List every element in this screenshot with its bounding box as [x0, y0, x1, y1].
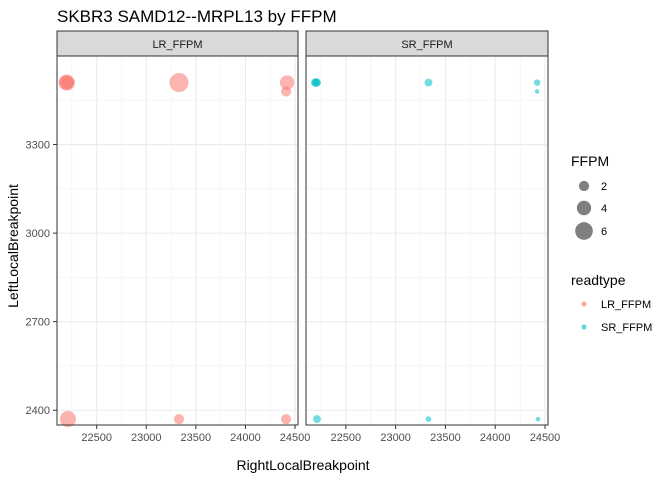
data-point	[313, 78, 321, 87]
facet-strip-label: SR_FFPM	[401, 39, 452, 51]
y-tick-label: 2700	[26, 317, 50, 329]
data-point	[534, 89, 540, 94]
y-tick-label: 3300	[26, 140, 50, 152]
data-point	[281, 414, 292, 425]
legend-size-title: FFPM	[571, 153, 609, 169]
y-tick-label: 3000	[26, 228, 50, 240]
facet-panel-lr-ffpm: LR_FFPM	[56, 30, 299, 428]
data-point	[59, 411, 76, 428]
data-point	[425, 416, 432, 422]
plot-background	[57, 56, 298, 425]
legend-size-key	[578, 180, 590, 192]
data-point	[535, 416, 541, 422]
panel-border	[56, 55, 299, 426]
x-axis-label: RightLocalBreakpoint	[236, 457, 369, 473]
legend-readtype-label: LR_FFPM	[601, 299, 651, 311]
facet-panel-sr-ffpm: SR_FFPM	[305, 30, 549, 426]
x-tick-label: 23500	[181, 432, 212, 444]
data-point	[424, 78, 433, 87]
facet-strip-label: LR_FFPM	[152, 39, 202, 51]
data-point	[169, 73, 189, 93]
legend-size-key	[575, 222, 593, 240]
legend-readtype-key	[581, 324, 587, 330]
x-tick-label: 24000	[480, 432, 511, 444]
x-tick-label: 23000	[380, 432, 411, 444]
x-axes: 22500 23000 23500 24000 24500 22500 23000 23500…	[81, 425, 560, 444]
facet-strip	[305, 30, 549, 57]
plot-background	[306, 56, 548, 425]
y-tick-label: 2400	[26, 405, 50, 417]
panel-border	[305, 55, 549, 426]
legend-size-label: 2	[601, 181, 607, 193]
chart-title: SKBR3 SAMD12--MRPL13 by FFPM	[57, 7, 337, 26]
data-point	[313, 415, 321, 424]
legend-size: FFPM 2 4 6	[571, 153, 609, 240]
y-axis: 2400 2700 3000 3300	[26, 140, 57, 417]
legend-readtype: readtype LR_FFPM SR_FFPM	[571, 272, 652, 334]
x-tick-label: 24000	[230, 432, 261, 444]
legend-size-label: 4	[601, 203, 607, 215]
legend-size-key	[576, 200, 592, 216]
data-point	[533, 79, 541, 86]
x-tick-label: 24500	[280, 432, 311, 444]
facet-strip	[56, 30, 299, 57]
legend-readtype-label: SR_FFPM	[601, 322, 652, 334]
plot-panels: LR_FFPM SR_FFPM	[56, 30, 549, 428]
x-tick-label: 24500	[530, 432, 561, 444]
y-axis-label: LeftLocalBreakpoint	[5, 184, 21, 308]
legend-readtype-title: readtype	[571, 272, 626, 288]
data-point	[61, 76, 75, 89]
legend-size-label: 6	[601, 226, 607, 238]
data-point	[279, 75, 295, 90]
data-point	[281, 86, 292, 97]
x-tick-label: 23000	[131, 432, 162, 444]
x-tick-label: 22500	[331, 432, 362, 444]
x-tick-label: 23500	[430, 432, 461, 444]
data-point	[173, 414, 185, 425]
x-tick-label: 22500	[81, 432, 112, 444]
legend-readtype-key	[581, 301, 587, 307]
